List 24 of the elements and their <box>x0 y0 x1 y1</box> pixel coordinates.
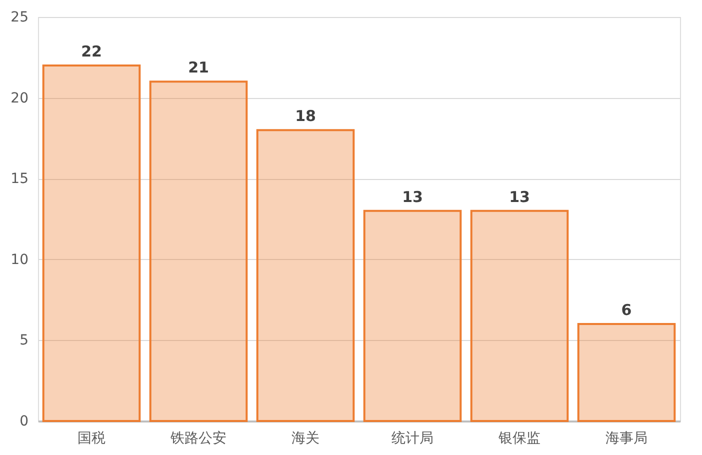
bar <box>363 210 462 422</box>
x-tick-label: 海事局 <box>606 430 648 446</box>
bar <box>577 323 676 422</box>
bar <box>256 129 355 422</box>
bar <box>149 80 248 422</box>
x-tick-label: 银保监 <box>498 430 540 446</box>
y-tick-label: 25 <box>10 10 28 26</box>
data-label: 6 <box>621 301 632 320</box>
data-label: 13 <box>509 188 530 206</box>
bar <box>42 64 141 422</box>
y-tick-label: 10 <box>10 252 28 268</box>
y-tick-label: 15 <box>10 171 28 188</box>
x-tick-label: 海关 <box>292 430 320 446</box>
data-label: 18 <box>295 107 316 126</box>
y-tick-label: 0 <box>20 414 28 430</box>
x-tick-label: 国税 <box>78 430 106 446</box>
data-label: 21 <box>188 58 209 77</box>
x-tick-label: 统计局 <box>392 430 434 446</box>
bar <box>470 210 569 422</box>
data-label: 13 <box>402 188 423 206</box>
x-tick-label: 铁路公安 <box>170 430 226 446</box>
y-tick-label: 5 <box>20 332 28 349</box>
data-label: 22 <box>81 42 102 60</box>
y-tick-label: 20 <box>10 90 28 106</box>
